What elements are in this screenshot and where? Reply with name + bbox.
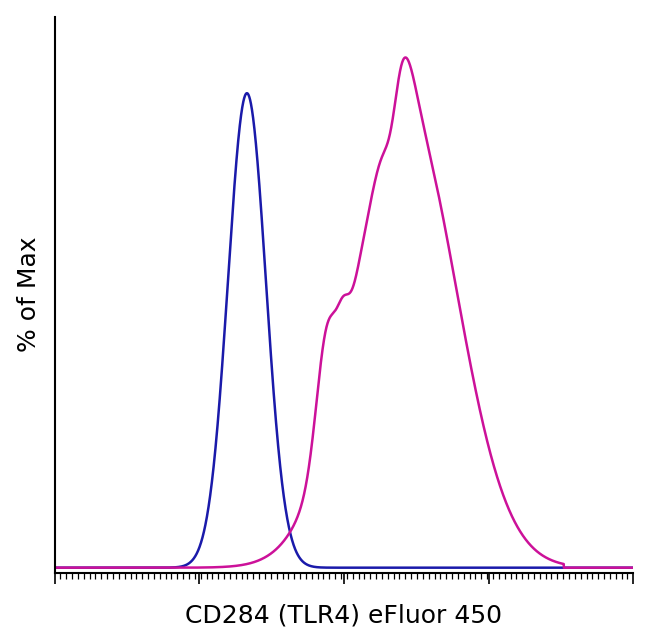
Y-axis label: % of Max: % of Max [17,237,41,352]
X-axis label: CD284 (TLR4) eFluor 450: CD284 (TLR4) eFluor 450 [185,603,502,627]
